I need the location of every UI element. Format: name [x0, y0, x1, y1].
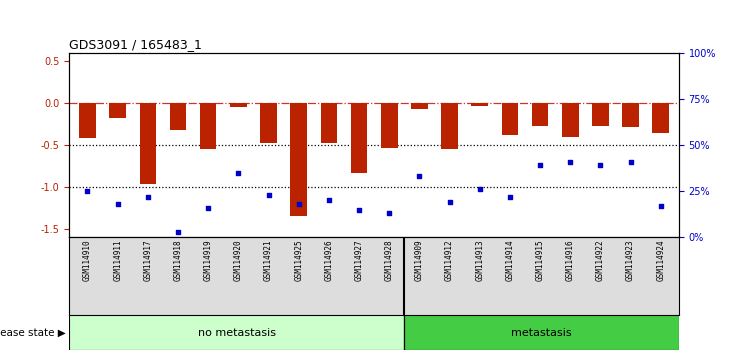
Point	[444, 199, 456, 205]
Bar	[472, 103, 488, 106]
Point	[353, 207, 365, 212]
Bar	[230, 103, 247, 108]
Text: GSM114910: GSM114910	[83, 240, 92, 281]
Point	[232, 170, 244, 176]
Bar	[320, 103, 337, 143]
Point	[172, 229, 184, 234]
Bar	[169, 103, 186, 130]
Text: GSM114917: GSM114917	[143, 240, 153, 281]
Text: GSM114915: GSM114915	[536, 240, 545, 281]
Bar	[110, 103, 126, 118]
Text: GSM114911: GSM114911	[113, 240, 122, 281]
Bar	[653, 103, 669, 133]
Bar	[592, 103, 609, 126]
Bar	[531, 103, 548, 126]
Bar	[200, 103, 217, 149]
Text: no metastasis: no metastasis	[198, 328, 276, 338]
Point	[142, 194, 153, 200]
Bar	[291, 103, 307, 216]
Text: GSM114916: GSM114916	[566, 240, 575, 281]
Bar	[139, 103, 156, 184]
Bar	[502, 103, 518, 135]
Point	[112, 201, 123, 207]
Bar	[562, 103, 579, 137]
Point	[655, 203, 666, 209]
Text: GSM114923: GSM114923	[626, 240, 635, 281]
Text: GSM114924: GSM114924	[656, 240, 665, 281]
Point	[383, 210, 395, 216]
Bar	[69, 315, 404, 350]
Text: GSM114909: GSM114909	[415, 240, 424, 281]
Text: GSM114913: GSM114913	[475, 240, 484, 281]
Point	[82, 188, 93, 194]
Bar	[381, 103, 398, 148]
Point	[564, 159, 576, 165]
Bar	[441, 103, 458, 149]
Point	[474, 187, 485, 192]
Point	[263, 192, 274, 198]
Text: metastasis: metastasis	[511, 328, 572, 338]
Text: disease state ▶: disease state ▶	[0, 328, 66, 338]
Text: GSM114919: GSM114919	[204, 240, 212, 281]
Text: GSM114918: GSM114918	[174, 240, 182, 281]
Bar	[622, 103, 639, 127]
Bar	[79, 103, 96, 138]
Point	[202, 205, 214, 211]
Point	[414, 173, 426, 179]
Text: GDS3091 / 165483_1: GDS3091 / 165483_1	[69, 38, 202, 51]
Text: GSM114925: GSM114925	[294, 240, 303, 281]
Text: GSM114926: GSM114926	[324, 240, 334, 281]
Text: GSM114922: GSM114922	[596, 240, 605, 281]
Text: GSM114912: GSM114912	[445, 240, 454, 281]
Point	[293, 201, 304, 207]
Bar	[260, 103, 277, 143]
Bar	[411, 103, 428, 109]
Point	[504, 194, 516, 200]
Text: GSM114927: GSM114927	[355, 240, 364, 281]
Point	[595, 162, 607, 168]
Point	[625, 159, 637, 165]
Point	[323, 198, 334, 203]
Text: GSM114928: GSM114928	[385, 240, 393, 281]
Bar	[404, 315, 679, 350]
Text: GSM114921: GSM114921	[264, 240, 273, 281]
Text: GSM114920: GSM114920	[234, 240, 243, 281]
Bar	[350, 103, 367, 173]
Text: GSM114914: GSM114914	[505, 240, 515, 281]
Point	[534, 162, 546, 168]
